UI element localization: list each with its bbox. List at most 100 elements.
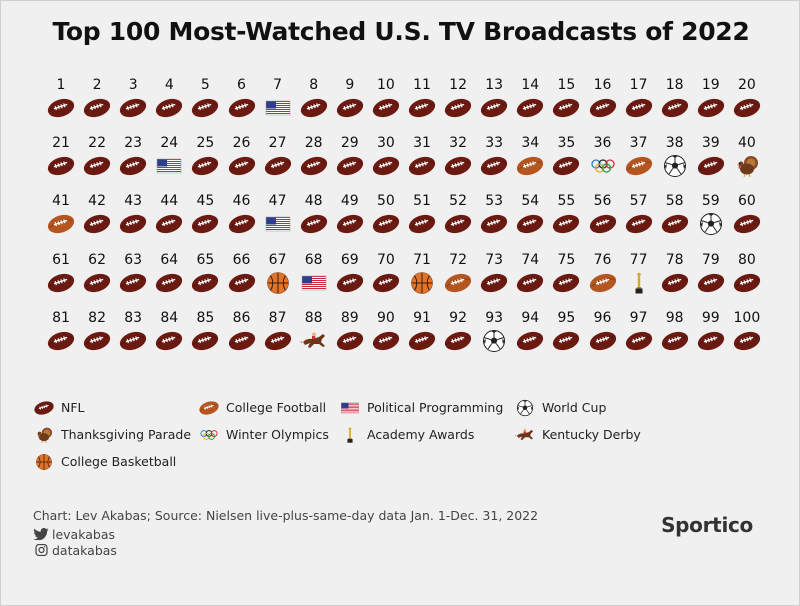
broadcast-cell: 9 — [332, 77, 368, 120]
nfl-football-icon — [227, 329, 257, 353]
rank-label: 16 — [593, 77, 612, 93]
broadcast-cell: 2 — [79, 77, 115, 120]
rank-label: 99 — [701, 309, 720, 326]
nfl-football-icon — [371, 329, 401, 353]
broadcast-cell: 7 — [260, 77, 296, 120]
broadcast-cell: 64 — [151, 252, 187, 295]
broadcast-cell: 3 — [115, 77, 151, 120]
broadcast-cell: 20 — [729, 77, 765, 120]
rank-label: 81 — [52, 309, 70, 326]
broadcast-cell: 68 — [296, 252, 332, 295]
rank-label: 59 — [701, 193, 720, 210]
broadcast-cell: 52 — [440, 193, 476, 236]
rank-label: 45 — [196, 193, 215, 210]
rank-label: 31 — [413, 135, 431, 152]
nfl-football-icon — [479, 212, 509, 236]
rank-label: 33 — [485, 135, 504, 152]
rank-label: 29 — [340, 135, 359, 152]
broadcast-cell: 70 — [368, 252, 404, 295]
rank-label: 42 — [88, 193, 106, 210]
broadcast-cell: 48 — [296, 193, 332, 236]
broadcast-cell: 73 — [476, 252, 512, 295]
soccer-ball-icon — [660, 154, 690, 178]
rank-label: 54 — [521, 193, 540, 210]
nfl-football-icon — [46, 154, 76, 178]
broadcast-cell: 12 — [440, 77, 476, 120]
nfl-football-icon — [190, 329, 220, 353]
broadcast-cell: 58 — [657, 193, 693, 236]
broadcast-cell: 72 — [440, 252, 476, 295]
rank-label: 67 — [268, 251, 287, 268]
broadcast-cell: 47 — [260, 193, 296, 236]
broadcast-grid: 1 2 3 4 5 6 7 8 9 10 11 12 13 14 15 16 17 18 19 20 21 22 23 24 2… — [1, 1, 800, 381]
nfl-football-icon — [407, 96, 437, 120]
rank-label: 66 — [232, 251, 251, 268]
us-flag-icon — [299, 271, 329, 295]
broadcast-cell: 4 — [151, 77, 187, 120]
nfl-football-icon — [299, 154, 329, 178]
nfl-football-icon — [118, 329, 148, 353]
broadcast-cell: 53 — [476, 193, 512, 236]
legend-label: NFL — [61, 400, 85, 415]
rank-label: 70 — [376, 251, 395, 268]
rank-label: 89 — [340, 309, 359, 326]
broadcast-cell: 25 — [187, 135, 223, 178]
olympic-rings-icon — [198, 425, 220, 445]
oscar-statue-icon — [624, 271, 654, 295]
broadcast-cell: 79 — [693, 252, 729, 295]
nfl-football-icon — [407, 212, 437, 236]
rank-label: 83 — [124, 309, 143, 326]
rank-label: 5 — [200, 77, 210, 93]
nfl-football-icon — [588, 96, 618, 120]
broadcast-cell: 86 — [224, 310, 260, 353]
nfl-football-icon — [227, 271, 257, 295]
broadcast-cell: 49 — [332, 193, 368, 236]
broadcast-cell: 97 — [621, 310, 657, 353]
nfl-football-icon — [696, 154, 726, 178]
rank-label: 44 — [160, 193, 179, 210]
us-flag-icon — [154, 154, 184, 178]
nfl-football-icon — [660, 329, 690, 353]
legend-label: Kentucky Derby — [542, 427, 641, 442]
twitter-handle-row[interactable]: levakabas — [33, 527, 115, 542]
rank-label: 30 — [376, 135, 395, 152]
broadcast-cell: 44 — [151, 193, 187, 236]
nfl-football-icon — [82, 154, 112, 178]
rank-label: 74 — [521, 251, 540, 268]
instagram-handle-row[interactable]: datakabas — [33, 543, 117, 558]
nfl-football-icon — [515, 212, 545, 236]
us-flag-icon — [339, 398, 361, 418]
nfl-football-icon — [588, 329, 618, 353]
rank-label: 50 — [376, 193, 395, 210]
broadcast-cell: 39 — [693, 135, 729, 178]
broadcast-cell: 91 — [404, 310, 440, 353]
rank-label: 57 — [629, 193, 648, 210]
broadcast-cell: 50 — [368, 193, 404, 236]
broadcast-cell: 28 — [296, 135, 332, 178]
nfl-football-icon — [551, 212, 581, 236]
turkey-icon — [732, 154, 762, 178]
nfl-football-icon — [118, 271, 148, 295]
broadcast-cell: 43 — [115, 193, 151, 236]
rank-label: 84 — [160, 309, 179, 326]
broadcast-cell: 27 — [260, 135, 296, 178]
broadcast-cell: 14 — [512, 77, 548, 120]
rank-label: 76 — [593, 251, 612, 268]
basketball-icon — [407, 271, 437, 295]
rank-label: 93 — [485, 309, 504, 326]
basketball-icon — [33, 452, 55, 472]
broadcast-cell: 87 — [260, 310, 296, 353]
broadcast-cell: 76 — [585, 252, 621, 295]
rank-label: 32 — [449, 135, 467, 152]
broadcast-cell: 55 — [548, 193, 584, 236]
rank-label: 6 — [237, 77, 246, 93]
rank-label: 41 — [52, 193, 70, 210]
broadcast-cell: 74 — [512, 252, 548, 295]
broadcast-cell: 46 — [224, 193, 260, 236]
nfl-football-icon — [263, 329, 293, 353]
us-flag-icon — [263, 212, 293, 236]
nfl-football-icon — [696, 96, 726, 120]
rank-label: 96 — [593, 309, 612, 326]
rank-label: 39 — [701, 135, 720, 152]
nfl-football-icon — [335, 329, 365, 353]
